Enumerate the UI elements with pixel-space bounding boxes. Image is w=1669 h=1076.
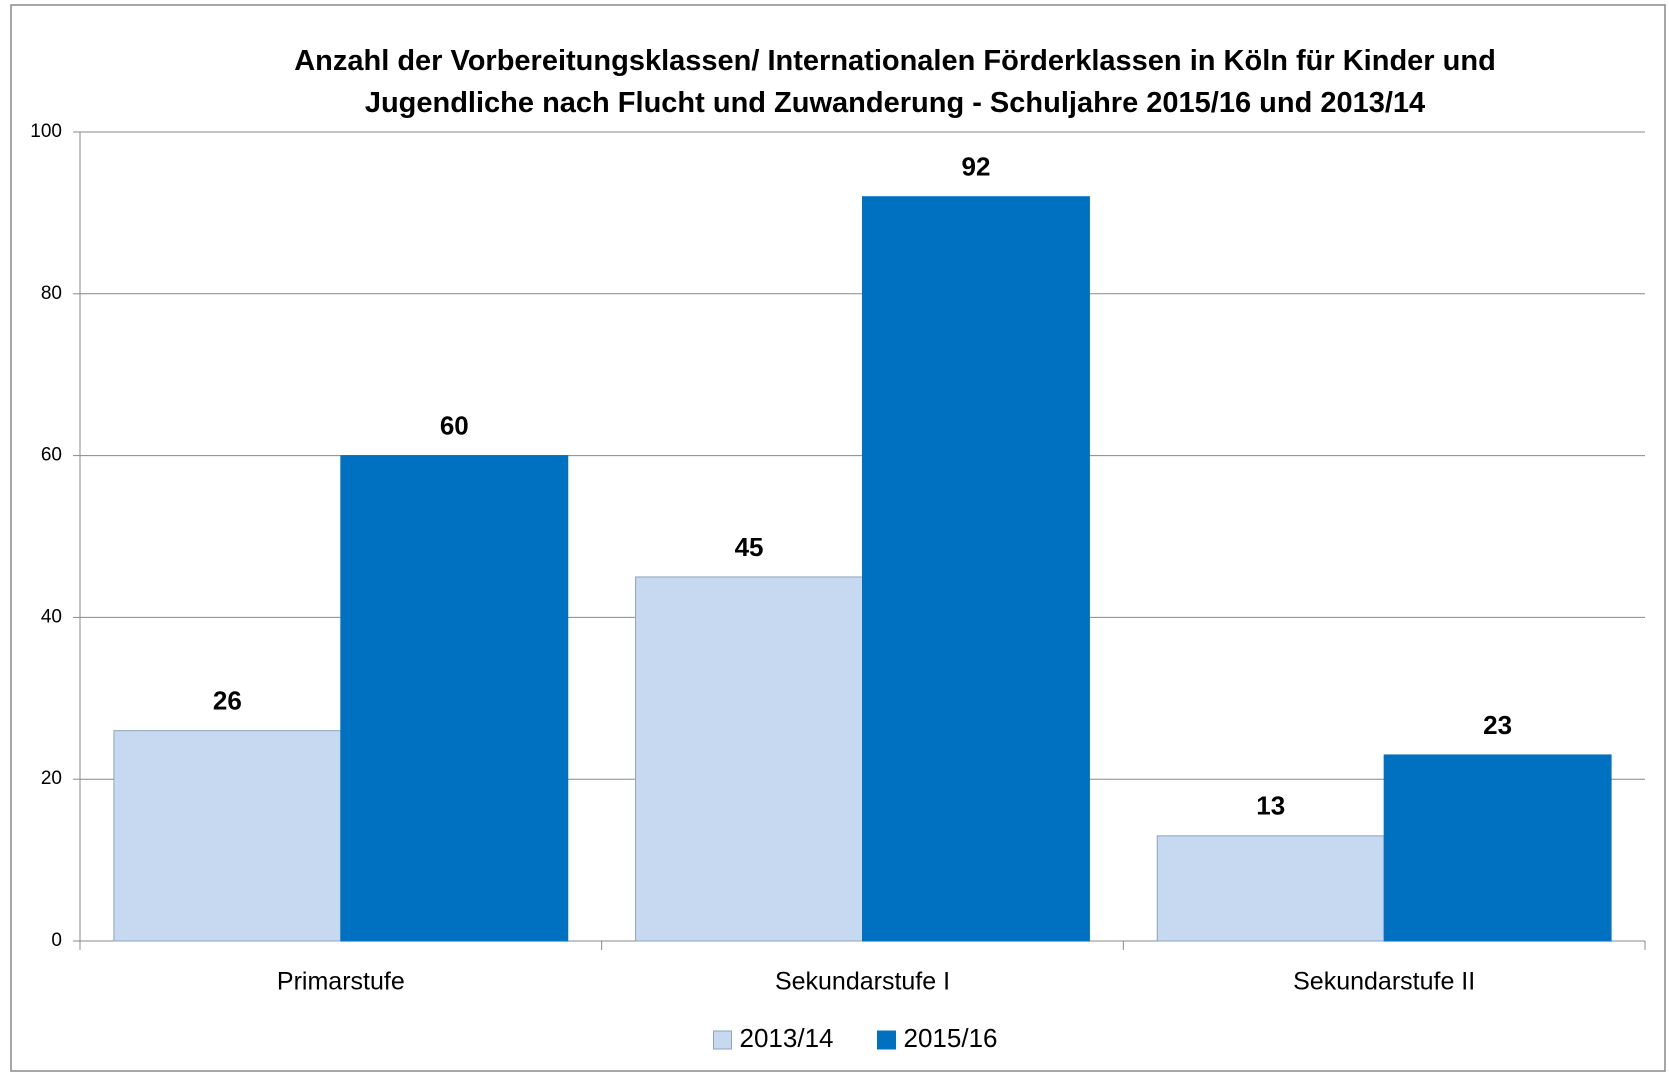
y-tick-label: 60 [41,445,62,466]
data-label: 45 [735,532,764,562]
bar [1383,754,1612,942]
y-tick-label: 100 [30,121,62,142]
bar [635,576,864,942]
legend-swatch [713,1030,732,1050]
legend-label: 2015/16 [904,1023,998,1053]
y-tick-label: 20 [41,768,62,789]
bar [1156,835,1385,942]
data-label: 26 [213,686,242,716]
x-tick-label: Primarstufe [277,968,405,996]
data-label: 13 [1256,791,1285,821]
legend-label: 2013/14 [740,1023,834,1053]
x-tick-label: Sekundarstufe II [1293,968,1475,996]
data-label: 60 [440,410,469,440]
bar [113,730,342,942]
y-tick-label: 0 [51,930,62,951]
data-label: 23 [1483,710,1512,740]
bar [862,196,1090,942]
legend-swatch [877,1030,896,1050]
y-tick-label: 80 [41,283,62,304]
bar [340,455,569,942]
x-tick-label: Sekundarstufe I [775,968,950,996]
y-tick-label: 40 [41,606,62,627]
chart-title: Anzahl der Vorbereitungsklassen/ Interna… [294,45,1496,119]
data-label: 92 [962,152,991,182]
